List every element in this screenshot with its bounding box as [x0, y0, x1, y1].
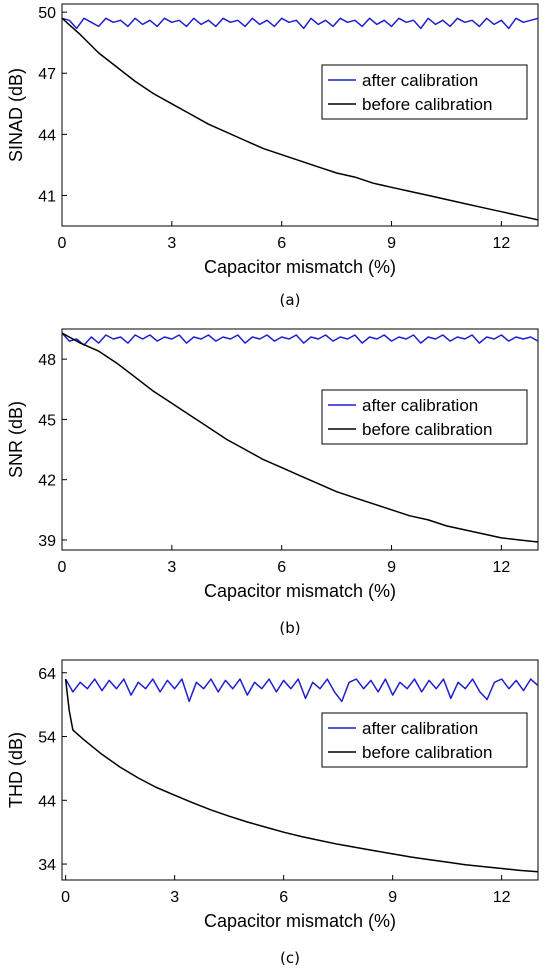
y-tick-label: 45 — [38, 412, 56, 429]
x-tick-label: 12 — [493, 889, 511, 906]
chart-panel-2: 0 3 6 9 12 39 42 45 48 Capacitor mismatch (%) SNR … — [6, 328, 539, 637]
plot-area — [61, 659, 539, 881]
y-tick-label: 54 — [38, 730, 56, 747]
series-line-before-calibration — [62, 332, 538, 543]
x-axis-label: Capacitor mismatch (%) — [204, 911, 396, 931]
panel-caption: (b) — [279, 619, 300, 637]
y-tick-label: 39 — [38, 533, 56, 550]
x-tick-label: 0 — [58, 559, 67, 576]
x-tick-label: 9 — [387, 235, 396, 252]
y-tick-label: 50 — [38, 5, 56, 22]
legend-label: before calibration — [362, 420, 492, 439]
x-tick-label: 3 — [170, 889, 179, 906]
legend-label: after calibration — [362, 71, 478, 90]
plot-area — [61, 328, 539, 551]
panel-caption: (a) — [280, 291, 301, 309]
series-line-before-calibration — [64, 679, 538, 873]
panel-caption: (c) — [280, 949, 300, 967]
legend-box — [321, 712, 528, 768]
x-tick-label: 6 — [277, 235, 286, 252]
y-tick-label: 44 — [38, 793, 56, 810]
x-tick-label: 9 — [388, 889, 397, 906]
legend: after calibration before calibration — [321, 64, 528, 120]
x-tick-label: 3 — [167, 559, 176, 576]
y-tick-label: 64 — [38, 666, 56, 683]
y-tick-label: 34 — [38, 857, 56, 874]
x-tick-label: 3 — [167, 235, 176, 252]
x-tick-label: 6 — [279, 889, 288, 906]
x-tick-label: 0 — [61, 889, 70, 906]
x-tick-label: 12 — [492, 559, 510, 576]
chart-panel-1: 0 3 6 9 12 41 44 47 50 Capacitor mismatch (%) SINA… — [6, 3, 539, 309]
legend-label: before calibration — [362, 95, 492, 114]
plot-area — [61, 3, 539, 227]
series-line-after-calibration — [64, 678, 538, 703]
series-line-after-calibration — [62, 17, 538, 30]
series-line-before-calibration — [62, 17, 538, 221]
y-tick-label: 44 — [38, 127, 56, 144]
y-axis-label: SNR (dB) — [6, 401, 26, 478]
legend-box — [321, 389, 528, 445]
y-tick-label: 47 — [38, 66, 56, 83]
chart-panel-3: 0 3 6 9 12 34 44 54 64 Capacitor mismatch (%) THD … — [6, 659, 539, 967]
y-tick-label: 41 — [38, 188, 56, 205]
x-axis-label: Capacitor mismatch (%) — [204, 581, 396, 601]
legend-label: after calibration — [362, 719, 478, 738]
x-tick-label: 9 — [387, 559, 396, 576]
x-tick-label: 0 — [58, 235, 67, 252]
series-line-after-calibration — [62, 332, 538, 346]
legend-label: after calibration — [362, 396, 478, 415]
legend-label: before calibration — [362, 743, 492, 762]
legend: after calibration before calibration — [321, 712, 528, 768]
legend-box — [321, 64, 528, 120]
y-tick-label: 42 — [38, 473, 56, 490]
x-tick-label: 6 — [277, 559, 286, 576]
y-axis-label: THD (dB) — [6, 732, 26, 808]
y-tick-label: 48 — [38, 352, 56, 369]
x-axis-label: Capacitor mismatch (%) — [204, 257, 396, 277]
legend: after calibration before calibration — [321, 389, 528, 445]
y-axis-label: SINAD (dB) — [6, 68, 26, 162]
x-tick-label: 12 — [492, 235, 510, 252]
